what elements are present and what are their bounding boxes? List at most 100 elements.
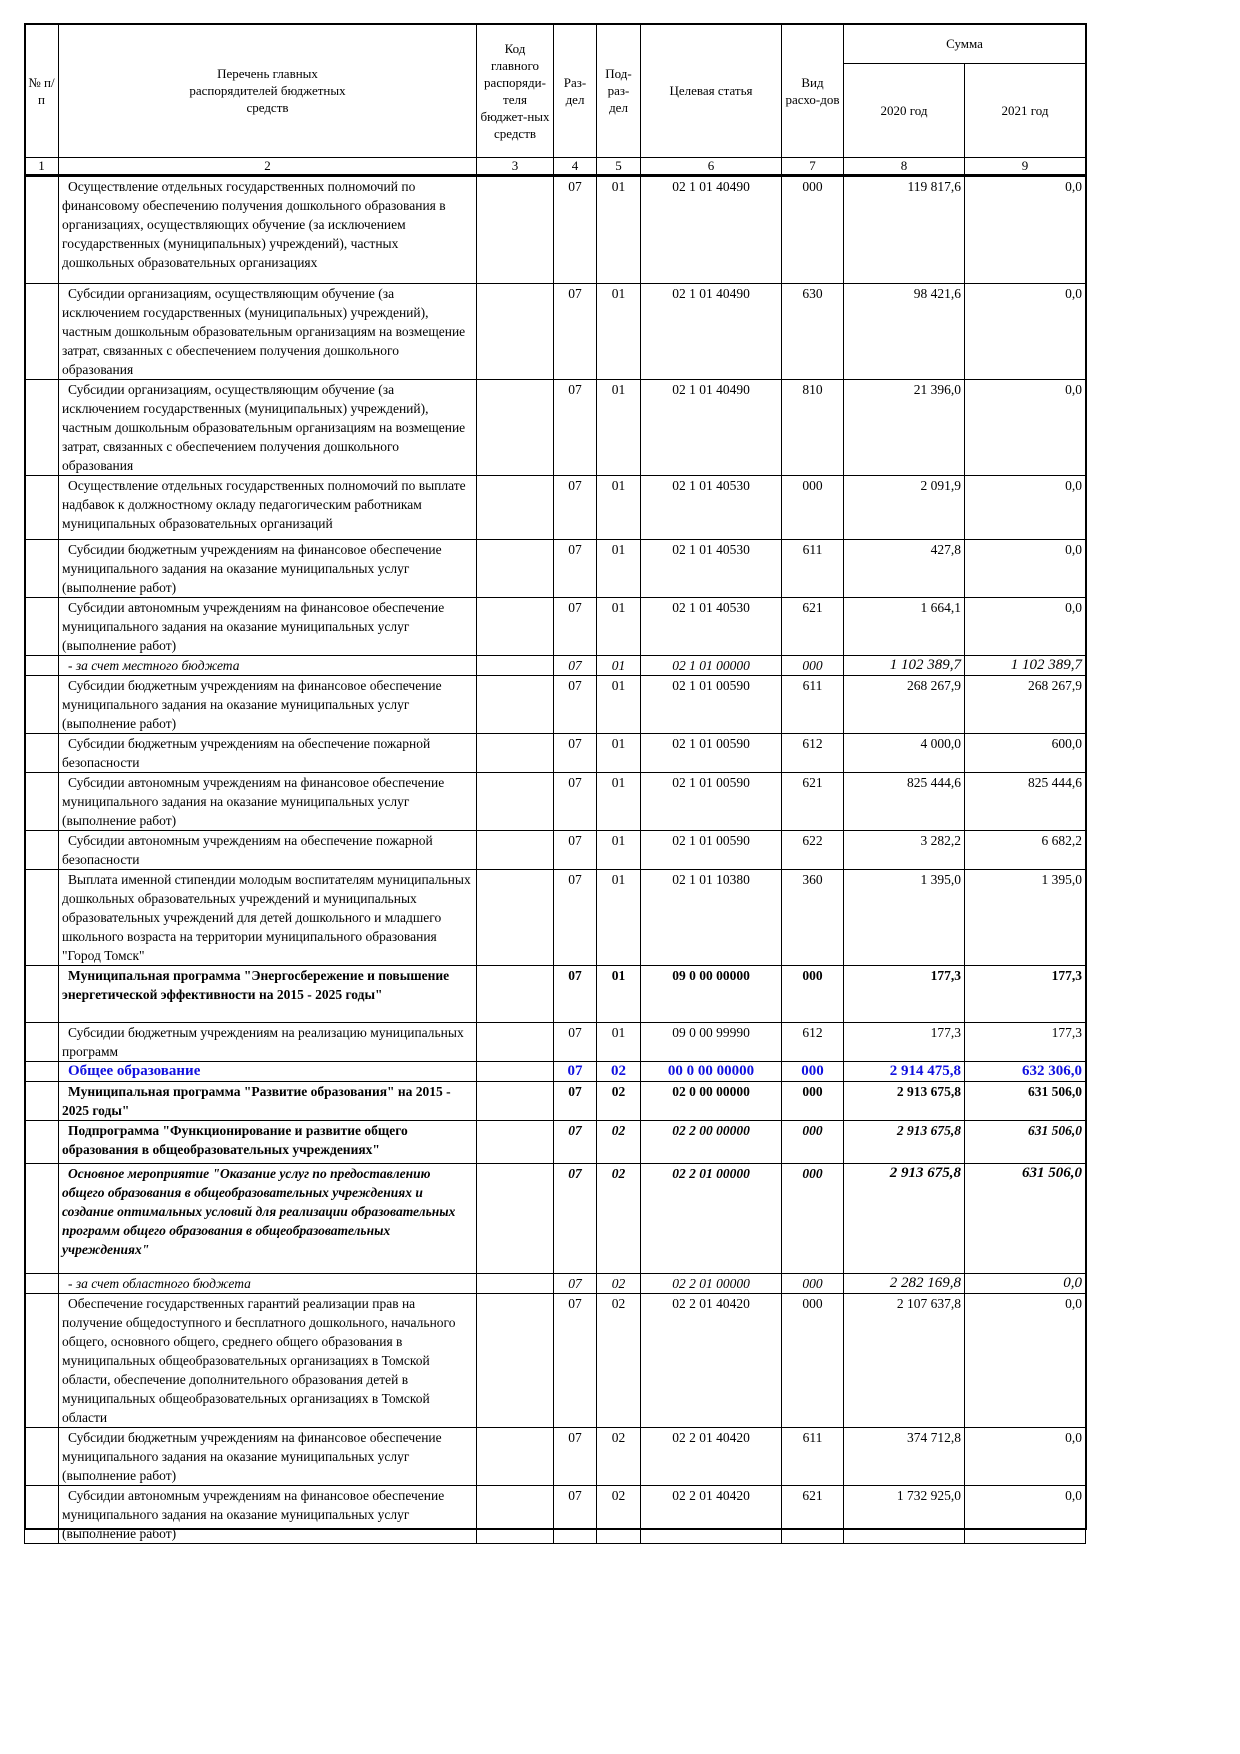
row-razdel: 07 (553, 830, 597, 870)
table-row: Муниципальная программа "Энергосбережени… (24, 965, 1086, 1023)
row-razdel: 07 (553, 655, 597, 676)
table-row: Субсидии автономным учреждениям на обесп… (24, 830, 1086, 870)
header-sum: Сумма (843, 23, 1086, 64)
row-code (476, 475, 554, 540)
table-row: Субсидии бюджетным учреждениям на финанс… (24, 539, 1086, 598)
row-name: - за счет областного бюджета (58, 1273, 477, 1294)
row-sum-2021: 0,0 (964, 1485, 1086, 1544)
row-sum-2020: 177,3 (843, 965, 965, 1023)
row-sum-2021: 0,0 (964, 1293, 1086, 1428)
table-row: Обеспечение государственных гарантий реа… (24, 1293, 1086, 1428)
row-sum-2021: 268 267,9 (964, 675, 1086, 734)
row-target: 02 2 01 40420 (640, 1485, 782, 1544)
row-sum-2021: 631 506,0 (964, 1163, 1086, 1274)
row-number (24, 283, 59, 380)
row-sum-2020: 268 267,9 (843, 675, 965, 734)
row-podrazdel: 01 (596, 597, 641, 656)
row-podrazdel: 01 (596, 1022, 641, 1062)
row-target: 02 1 01 40530 (640, 475, 782, 540)
table-row: Муниципальная программа "Развитие образо… (24, 1081, 1086, 1121)
row-podrazdel: 01 (596, 733, 641, 773)
row-razdel: 07 (553, 379, 597, 476)
row-sum-2021: 0,0 (964, 1427, 1086, 1486)
row-sum-2021: 6 682,2 (964, 830, 1086, 870)
column-number: 5 (596, 157, 641, 177)
row-target: 09 0 00 00000 (640, 965, 782, 1023)
row-code (476, 1061, 554, 1082)
row-sum-2021: 632 306,0 (964, 1061, 1086, 1082)
row-vid: 621 (781, 772, 844, 831)
row-razdel: 07 (553, 1022, 597, 1062)
row-target: 02 2 01 00000 (640, 1273, 782, 1294)
table-row: Субсидии организациям, осуществляющим об… (24, 283, 1086, 380)
row-sum-2020: 2 914 475,8 (843, 1061, 965, 1082)
row-code (476, 1485, 554, 1544)
header-razdel: Раз-дел (553, 23, 597, 158)
row-name: Осуществление отдельных государственных … (58, 175, 477, 284)
row-code (476, 1273, 554, 1294)
row-vid: 000 (781, 965, 844, 1023)
row-vid: 621 (781, 1485, 844, 1544)
row-podrazdel: 01 (596, 772, 641, 831)
column-number: 9 (964, 157, 1086, 177)
row-sum-2020: 2 107 637,8 (843, 1293, 965, 1428)
row-code (476, 733, 554, 773)
row-razdel: 07 (553, 175, 597, 284)
row-sum-2020: 4 000,0 (843, 733, 965, 773)
row-sum-2020: 2 913 675,8 (843, 1081, 965, 1121)
row-sum-2021: 1 395,0 (964, 869, 1086, 966)
row-target: 02 1 01 40530 (640, 539, 782, 598)
row-target: 02 1 01 00590 (640, 675, 782, 734)
row-sum-2021: 177,3 (964, 1022, 1086, 1062)
column-number: 6 (640, 157, 782, 177)
row-name: - за счет местного бюджета (58, 655, 477, 676)
row-sum-2021: 0,0 (964, 379, 1086, 476)
row-number (24, 733, 59, 773)
table-row: Основное мероприятие "Оказание услуг по … (24, 1163, 1086, 1274)
row-podrazdel: 01 (596, 869, 641, 966)
table-row: - за счет местного бюджета 07 01 02 1 01 00… (24, 655, 1086, 676)
row-target: 09 0 00 99990 (640, 1022, 782, 1062)
row-razdel: 07 (553, 869, 597, 966)
row-sum-2020: 1 102 389,7 (843, 655, 965, 676)
row-number (24, 1081, 59, 1121)
row-sum-2021: 0,0 (964, 283, 1086, 380)
row-code (476, 965, 554, 1023)
row-razdel: 07 (553, 772, 597, 831)
row-name: Субсидии бюджетным учреждениям на финанс… (58, 1427, 477, 1486)
row-sum-2021: 631 506,0 (964, 1120, 1086, 1164)
table-row: - за счет областного бюджета 07 02 02 2 01 … (24, 1273, 1086, 1294)
row-number (24, 655, 59, 676)
row-name: Обеспечение государственных гарантий реа… (58, 1293, 477, 1428)
row-sum-2021: 177,3 (964, 965, 1086, 1023)
row-number (24, 869, 59, 966)
row-vid: 611 (781, 675, 844, 734)
row-number (24, 1120, 59, 1164)
row-razdel: 07 (553, 597, 597, 656)
row-name: Субсидии автономным учреждениям на финан… (58, 772, 477, 831)
table-row: Осуществление отдельных государственных … (24, 175, 1086, 284)
row-podrazdel: 01 (596, 965, 641, 1023)
row-code (476, 675, 554, 734)
row-podrazdel: 02 (596, 1081, 641, 1121)
row-vid: 000 (781, 1120, 844, 1164)
header-podrazdel: Под-раз-дел (596, 23, 641, 158)
row-code (476, 1120, 554, 1164)
header-target: Целевая статья (640, 23, 782, 158)
table-row: Подпрограмма "Функционирование и развити… (24, 1120, 1086, 1164)
row-name: Субсидии бюджетным учреждениям на реализ… (58, 1022, 477, 1062)
row-sum-2021: 0,0 (964, 1273, 1086, 1294)
column-number: 4 (553, 157, 597, 177)
table-row: Выплата именной стипендии молодым воспит… (24, 869, 1086, 966)
row-sum-2020: 1 732 925,0 (843, 1485, 965, 1544)
row-number (24, 1273, 59, 1294)
row-sum-2020: 1 664,1 (843, 597, 965, 656)
row-vid: 000 (781, 1061, 844, 1082)
row-number (24, 830, 59, 870)
row-target: 02 1 01 00000 (640, 655, 782, 676)
row-sum-2021: 0,0 (964, 539, 1086, 598)
row-vid: 000 (781, 1293, 844, 1428)
row-code (476, 830, 554, 870)
row-vid: 000 (781, 475, 844, 540)
table-row: Субсидии бюджетным учреждениям на финанс… (24, 1427, 1086, 1486)
